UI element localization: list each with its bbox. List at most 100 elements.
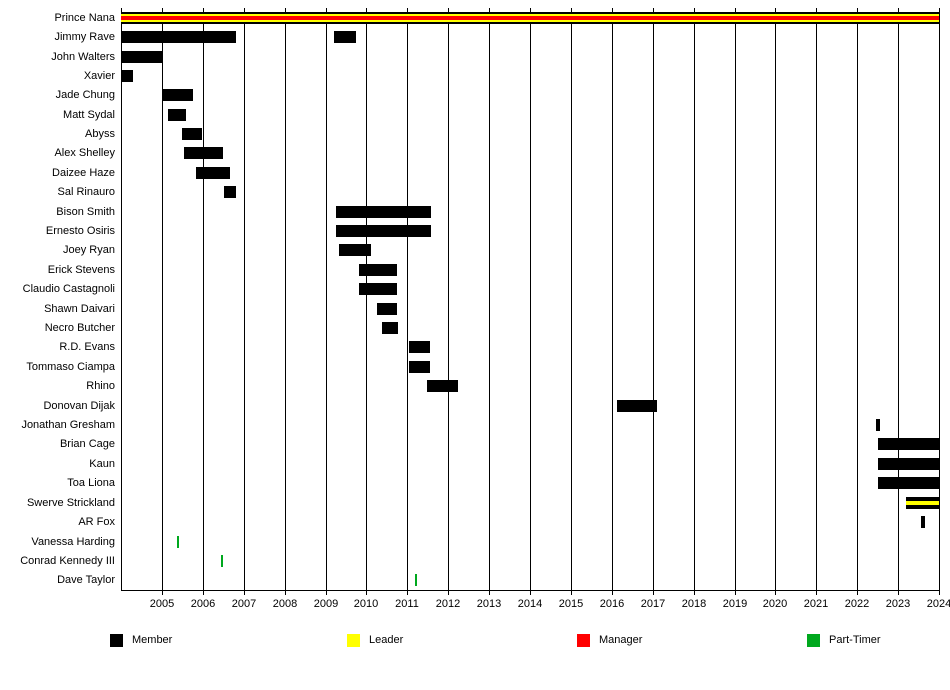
row-label: Ernesto Osiris xyxy=(45,225,115,237)
row-label: Daizee Haze xyxy=(52,167,115,179)
gridline xyxy=(898,8,899,590)
timeline-bar xyxy=(878,477,939,489)
x-axis-tick xyxy=(735,590,736,595)
row-label: Xavier xyxy=(83,70,115,82)
row-label: R.D. Evans xyxy=(59,341,115,353)
timeline-bar xyxy=(121,12,939,24)
x-axis-tick xyxy=(653,590,654,595)
timeline-bar xyxy=(409,361,430,373)
x-axis-tick xyxy=(939,590,940,595)
row-label: Kaun xyxy=(89,458,115,470)
row-label: Joey Ryan xyxy=(63,244,115,256)
x-tick-label: 2015 xyxy=(558,598,584,610)
row-label: Jonathan Gresham xyxy=(21,419,115,431)
timeline-bar xyxy=(427,380,458,392)
row-label: Conrad Kennedy III xyxy=(20,555,115,567)
x-tick-label: 2014 xyxy=(517,598,543,610)
timeline-bar xyxy=(359,283,397,295)
x-axis-tick xyxy=(898,590,899,595)
gridline xyxy=(530,8,531,590)
timeline-bar xyxy=(336,225,431,237)
legend-label: Leader xyxy=(369,634,404,646)
row-label: Necro Butcher xyxy=(44,322,115,334)
x-tick-label: 2018 xyxy=(681,598,707,610)
gridline xyxy=(694,8,695,590)
legend-swatch-member xyxy=(110,633,123,647)
gridline xyxy=(653,8,654,590)
x-axis-tick xyxy=(448,590,449,595)
x-axis-tick xyxy=(162,590,163,595)
row-label: AR Fox xyxy=(78,516,115,528)
x-tick-label: 2019 xyxy=(722,598,748,610)
x-tick-label: 2016 xyxy=(599,598,625,610)
timeline-bar xyxy=(415,574,417,586)
x-axis-tick xyxy=(407,590,408,595)
timeline-bar xyxy=(121,51,162,63)
gridline xyxy=(939,8,940,590)
x-axis-tick xyxy=(326,590,327,595)
row-label: John Walters xyxy=(51,51,115,63)
x-tick-label: 2011 xyxy=(395,598,419,610)
x-axis-tick xyxy=(816,590,817,595)
timeline-bar xyxy=(182,128,202,140)
gridline xyxy=(735,8,736,590)
legend-swatch-manager xyxy=(577,633,590,647)
timeline-bar xyxy=(196,167,230,179)
row-label: Toa Liona xyxy=(67,477,115,489)
x-axis-tick xyxy=(489,590,490,595)
gridline xyxy=(775,8,776,590)
timeline-bar xyxy=(339,244,371,256)
row-label: Abyss xyxy=(85,128,115,140)
row-label: Shawn Daivari xyxy=(44,303,115,315)
x-tick-label: 2010 xyxy=(353,598,379,610)
gridline xyxy=(244,8,245,590)
row-label: Tommaso Ciampa xyxy=(26,361,115,373)
timeline-bar xyxy=(221,555,223,567)
y-axis-line xyxy=(121,8,122,590)
legend-swatch-part_timer xyxy=(807,633,820,647)
timeline-bar xyxy=(382,322,398,334)
x-axis-tick xyxy=(366,590,367,595)
row-label: Prince Nana xyxy=(54,12,115,24)
x-tick-label: 2008 xyxy=(272,598,298,610)
x-axis-tick xyxy=(530,590,531,595)
row-label: Vanessa Harding xyxy=(31,536,115,548)
row-label: Rhino xyxy=(86,380,115,392)
timeline-bar xyxy=(878,458,939,470)
x-tick-label: 2022 xyxy=(844,598,870,610)
legend: Member Leader Manager Part-Timer xyxy=(0,632,950,648)
row-label: Jimmy Rave xyxy=(54,31,115,43)
timeline-bar xyxy=(162,89,193,101)
gridline xyxy=(407,8,408,590)
x-axis-tick xyxy=(203,590,204,595)
timeline-bar xyxy=(224,186,236,198)
row-label: Matt Sydal xyxy=(63,109,115,121)
x-tick-label: 2012 xyxy=(435,598,461,610)
legend-label: Manager xyxy=(599,634,643,646)
x-tick-label: 2021 xyxy=(803,598,829,610)
timeline-bar xyxy=(359,264,397,276)
timeline-bar xyxy=(878,438,939,450)
legend-item-leader: Leader xyxy=(347,633,403,647)
x-tick-label: 2020 xyxy=(762,598,788,610)
row-label: Jade Chung xyxy=(55,89,115,101)
legend-item-member: Member xyxy=(110,633,172,647)
x-axis-tick xyxy=(694,590,695,595)
legend-item-manager: Manager xyxy=(577,633,642,647)
x-tick-label: 2009 xyxy=(313,598,339,610)
x-tick-label: 2017 xyxy=(640,598,666,610)
gridline xyxy=(326,8,327,590)
gridline xyxy=(571,8,572,590)
timeline-bar xyxy=(177,536,179,548)
row-label: Brian Cage xyxy=(59,438,115,450)
x-axis-tick xyxy=(612,590,613,595)
gridline xyxy=(448,8,449,590)
row-label: Bison Smith xyxy=(56,206,115,218)
legend-label: Part-Timer xyxy=(829,634,881,646)
gridline xyxy=(857,8,858,590)
legend-item-part_timer: Part-Timer xyxy=(807,633,881,647)
row-label: Claudio Castagnoli xyxy=(22,283,115,295)
row-label: Sal Rinauro xyxy=(57,186,115,198)
gridline xyxy=(162,8,163,590)
